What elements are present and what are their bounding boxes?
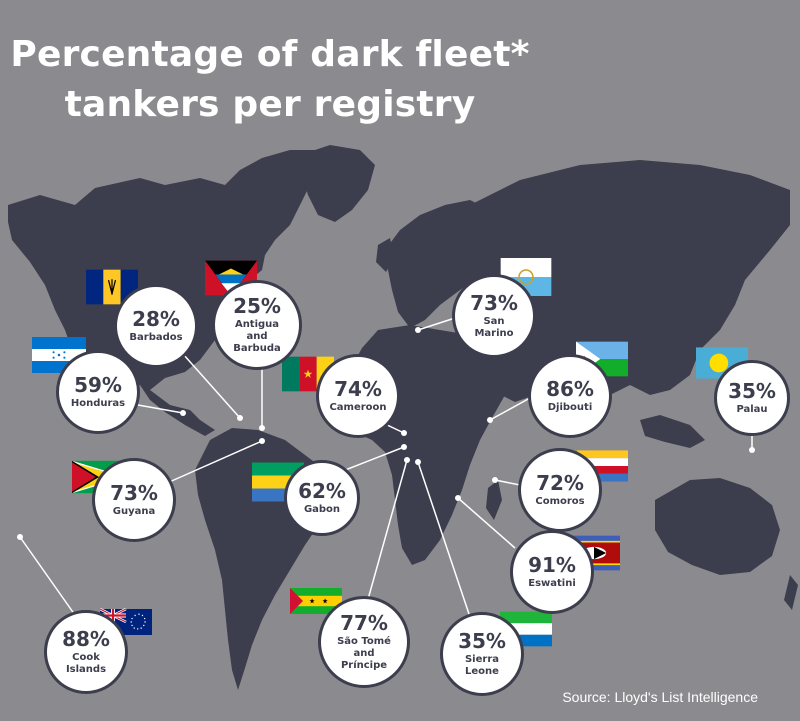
- greenland-landmass: [300, 145, 375, 222]
- bar-value: 35%: [458, 629, 506, 653]
- southeast-asia-islands: [640, 415, 705, 448]
- bar-value: 28%: [132, 307, 180, 331]
- bubble-sao-tome-and-principe: 77% São Tomé and Príncipe: [318, 596, 410, 688]
- bar-label: Palau: [736, 404, 768, 415]
- bar-value: 73%: [110, 481, 158, 505]
- asia-landmass: [465, 160, 790, 405]
- australia-landmass: [655, 478, 780, 575]
- bubble-palau: 35% Palau: [714, 360, 790, 436]
- bar-label: Comoros: [535, 496, 585, 507]
- bubble-sierra-leone: 35% Sierra Leone: [440, 612, 524, 696]
- bubble-honduras: 59% Honduras: [56, 350, 140, 434]
- title-line-2: tankers per registry: [64, 84, 476, 125]
- new-zealand-landmass: [784, 575, 798, 610]
- sierra-leone-flag-icon: [500, 611, 552, 647]
- bar-value: 62%: [298, 479, 346, 503]
- bar-label: Cook Islands: [65, 652, 107, 675]
- madagascar-landmass: [486, 480, 502, 520]
- bubble-djibouti: 86% Djibouti: [528, 354, 612, 438]
- bar-label: Guyana: [112, 506, 156, 517]
- bar-label: Djibouti: [547, 402, 593, 413]
- chart-title: Percentage of dark fleet* tankers per re…: [0, 30, 540, 130]
- source-note: Source: Lloyd's List Intelligence: [562, 689, 758, 705]
- bubble-comoros: 72% Comoros: [518, 448, 602, 532]
- bar-label: San Marino: [474, 316, 514, 339]
- bar-value: 91%: [528, 553, 576, 577]
- bar-value: 86%: [546, 377, 594, 401]
- bubble-san-marino: 73% San Marino: [452, 274, 536, 358]
- bar-label: Antigua and Barbuda: [233, 319, 281, 354]
- japan-landmass: [708, 270, 728, 320]
- bar-label: Gabon: [303, 504, 341, 515]
- bubble-cameroon: 74% Cameroon: [316, 354, 400, 438]
- bar-value: 77%: [340, 611, 388, 635]
- bubble-eswatini: 91% Eswatini: [510, 530, 594, 614]
- bar-label: Barbados: [129, 332, 183, 343]
- bar-value: 73%: [470, 291, 518, 315]
- bar-label: Cameroon: [329, 402, 387, 413]
- bar-value: 74%: [334, 377, 382, 401]
- bubble-guyana: 73% Guyana: [92, 458, 176, 542]
- bar-value: 35%: [728, 379, 776, 403]
- bar-label: Honduras: [70, 398, 126, 409]
- bubble-barbados: 28% Barbados: [114, 284, 198, 368]
- bar-label: São Tomé and Príncipe: [337, 636, 391, 671]
- title-line-1: Percentage of dark fleet*: [10, 34, 530, 75]
- bar-value: 72%: [536, 471, 584, 495]
- bar-label: Sierra Leone: [464, 654, 500, 677]
- bubble-antigua-and-barbuda: 25% Antigua and Barbuda: [212, 280, 302, 370]
- bar-value: 25%: [233, 294, 281, 318]
- bubble-gabon: 62% Gabon: [284, 460, 360, 536]
- bubble-cook-islands: 88% Cook Islands: [44, 610, 128, 694]
- bar-value: 59%: [74, 373, 122, 397]
- bar-label: Eswatini: [528, 578, 576, 589]
- bar-value: 88%: [62, 627, 110, 651]
- uk-landmass: [376, 238, 394, 272]
